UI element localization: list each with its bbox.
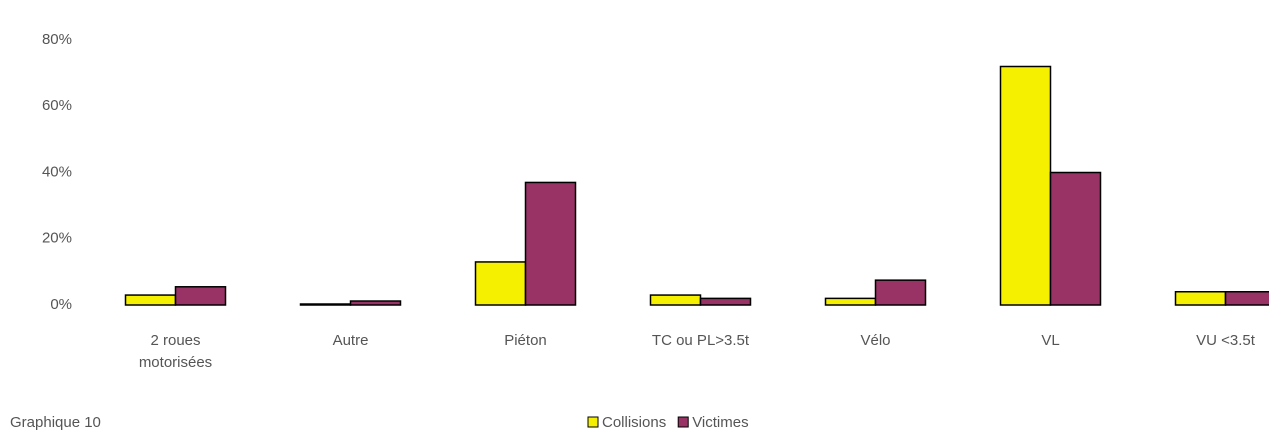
legend-swatch	[677, 416, 689, 428]
bar	[124, 294, 177, 306]
y-tick-label: 40%	[42, 163, 72, 180]
bar	[1224, 291, 1269, 306]
x-tick-label: Vélo	[860, 332, 891, 349]
bar	[874, 279, 927, 306]
bar	[999, 65, 1052, 306]
y-tick-label: 20%	[42, 230, 72, 247]
x-tick-label: Piéton	[504, 332, 547, 349]
x-tick-label: TC ou PL>3.5t	[651, 332, 750, 349]
bar	[824, 297, 877, 306]
x-tick-label: VL	[1041, 332, 1060, 349]
footer: Graphique 10	[10, 414, 101, 431]
x-tick-label: Autre	[332, 332, 369, 349]
legend-swatch	[587, 416, 599, 428]
bar	[1049, 171, 1102, 306]
y-tick-label: 80%	[42, 31, 72, 48]
x-tick-label: 2 roues motorisées	[138, 332, 213, 371]
legend-label: Victimes	[692, 414, 748, 431]
bar	[524, 181, 577, 306]
bar	[349, 300, 402, 306]
bar	[699, 297, 752, 306]
bar	[649, 294, 702, 306]
bar	[174, 286, 227, 306]
bar	[474, 261, 527, 306]
y-tick-label: 0%	[50, 296, 72, 313]
bar	[1174, 291, 1227, 306]
y-tick-label: 60%	[42, 97, 72, 114]
bar	[299, 303, 352, 306]
x-tick-label: VU <3.5t	[1196, 332, 1255, 349]
legend-label: Collisions	[602, 414, 666, 431]
